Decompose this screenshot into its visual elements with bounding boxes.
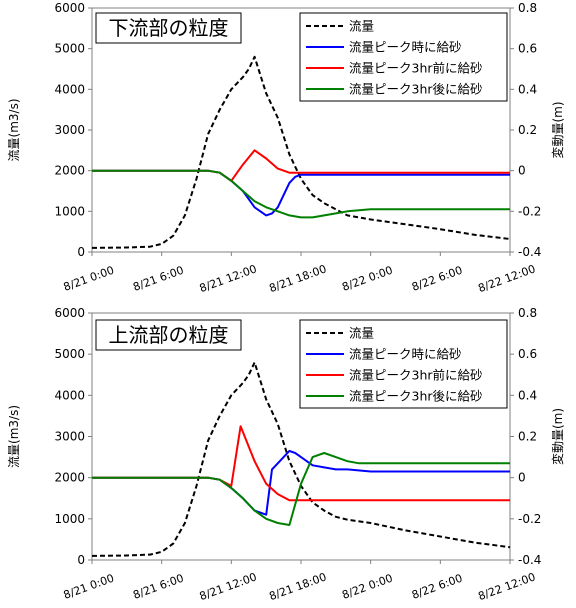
y-axis-label: 流量(m3/s) bbox=[7, 99, 21, 162]
y2-tick-label: -0.2 bbox=[518, 204, 541, 218]
y2-tick-label: 0.4 bbox=[518, 82, 537, 96]
x-tick-label: 8/21 18:00 bbox=[267, 262, 328, 295]
y2-tick-label: -0.4 bbox=[518, 245, 541, 259]
series-line-4 bbox=[92, 452, 510, 526]
y-tick-label: 4000 bbox=[54, 388, 85, 402]
y2-tick-label: 0.6 bbox=[518, 42, 537, 56]
series-line-1 bbox=[91, 361, 511, 557]
x-tick-label: 8/21 0:00 bbox=[62, 572, 116, 602]
series-line-4 bbox=[92, 169, 510, 219]
legend-label-3: 流量ピーク3hr前に給砂 bbox=[349, 61, 483, 76]
chart-title: 上流部の粒度 bbox=[109, 323, 229, 347]
x-tick-label: 8/21 6:00 bbox=[131, 264, 185, 294]
x-tick-label: 8/21 6:00 bbox=[131, 572, 185, 602]
x-tick-label: 8/21 12:00 bbox=[198, 262, 259, 295]
y-axis-label: 流量(m3/s) bbox=[7, 405, 21, 468]
chart-title-box bbox=[95, 319, 242, 351]
chart-title: 下流部の粒度 bbox=[109, 16, 229, 40]
y2-axis-label: 変動量(m) bbox=[550, 408, 565, 465]
y-tick-label: 6000 bbox=[54, 306, 85, 320]
chart-panel-2: 0 1000 2000 3000 4000 5000 6000 -0.4 -0.2 0 0.2 0.4… bbox=[7, 306, 565, 603]
y-tick-label: 5000 bbox=[54, 42, 85, 56]
y-tick-label: 6000 bbox=[54, 1, 85, 15]
x-tick-label: 8/21 0:00 bbox=[62, 264, 116, 294]
legend-label-2: 流量ピーク時に給砂 bbox=[349, 347, 462, 362]
x-tick-label: 8/21 12:00 bbox=[198, 570, 259, 603]
x-tick-label: 8/22 6:00 bbox=[410, 572, 464, 602]
legend-label-3: 流量ピーク3hr前に給砂 bbox=[349, 368, 483, 383]
y-tick-label: 3000 bbox=[54, 430, 85, 444]
y-tick-label: 1000 bbox=[54, 512, 85, 526]
legend-label-1: 流量 bbox=[349, 326, 374, 341]
legend-label-1: 流量 bbox=[349, 19, 374, 34]
series-line-1 bbox=[91, 55, 511, 249]
x-tick-label: 8/22 0:00 bbox=[340, 264, 394, 294]
y2-tick-label: 0.8 bbox=[518, 1, 537, 15]
legend-box bbox=[299, 12, 508, 102]
y2-tick-label: 0.2 bbox=[518, 123, 537, 137]
y2-tick-label: 0.8 bbox=[518, 306, 537, 320]
chart-title-box bbox=[95, 12, 242, 44]
y-tick-label: 4000 bbox=[54, 82, 85, 96]
x-tick-label: 8/22 12:00 bbox=[476, 262, 537, 295]
y2-tick-label: 0.6 bbox=[518, 347, 537, 361]
y2-tick-label: 0 bbox=[518, 471, 526, 485]
y2-tick-label: -0.4 bbox=[518, 553, 541, 567]
y2-tick-label: -0.2 bbox=[518, 512, 541, 526]
y2-tick-label: 0.4 bbox=[518, 388, 537, 402]
x-tick-label: 8/22 0:00 bbox=[340, 572, 394, 602]
y-tick-label: 0 bbox=[77, 245, 85, 259]
y-tick-label: 3000 bbox=[54, 123, 85, 137]
y2-tick-label: 0.2 bbox=[518, 430, 537, 444]
x-tick-label: 8/21 18:00 bbox=[267, 570, 328, 603]
y2-tick-label: 0 bbox=[518, 164, 526, 178]
legend-label-4: 流量ピーク3hr後に給砂 bbox=[349, 82, 483, 97]
x-tick-label: 8/22 12:00 bbox=[476, 570, 537, 603]
y-tick-label: 5000 bbox=[54, 347, 85, 361]
y-tick-label: 2000 bbox=[54, 164, 85, 178]
y-tick-label: 2000 bbox=[54, 471, 85, 485]
y-tick-label: 1000 bbox=[54, 204, 85, 218]
legend-label-2: 流量ピーク時に給砂 bbox=[349, 40, 462, 55]
x-tick-label: 8/22 6:00 bbox=[410, 264, 464, 294]
y2-axis-label: 変動量(m) bbox=[550, 101, 565, 158]
chart-panel-1: 0 1000 2000 3000 4000 5000 6000 -0.4 -0.2 0 0.2 0.4… bbox=[7, 1, 565, 295]
y-tick-label: 0 bbox=[77, 553, 85, 567]
legend-box bbox=[299, 319, 508, 409]
legend-label-4: 流量ピーク3hr後に給砂 bbox=[349, 389, 483, 404]
